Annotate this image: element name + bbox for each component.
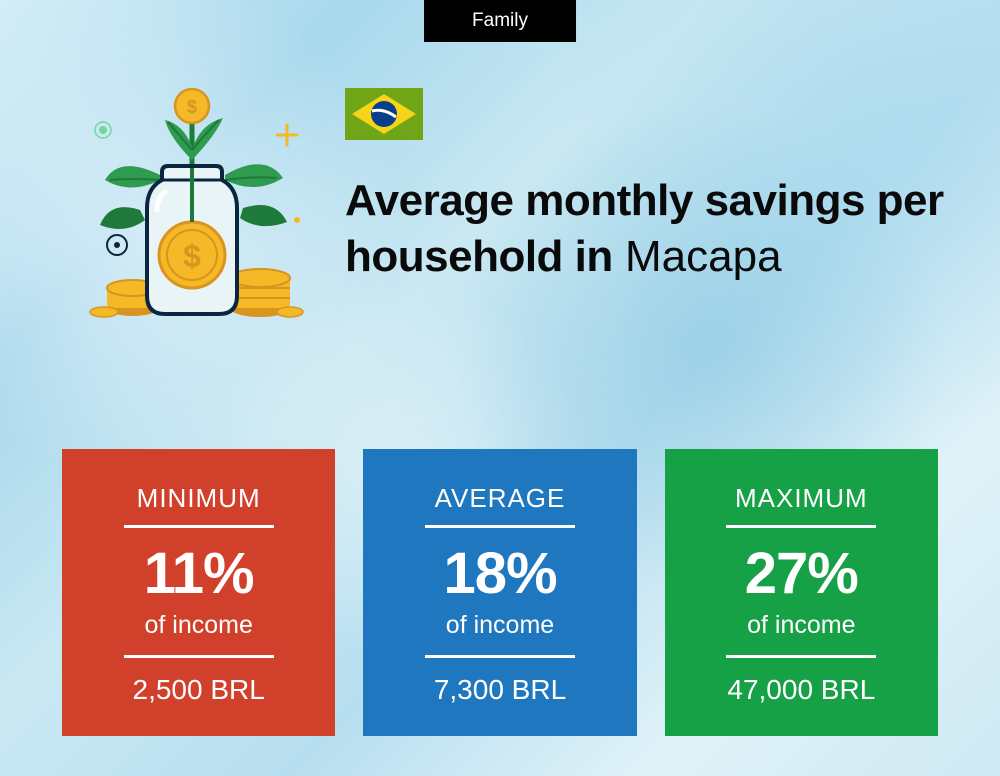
coin-stack-right bbox=[230, 269, 303, 317]
card-average: AVERAGE 18% of income 7,300 BRL bbox=[363, 449, 636, 736]
header: $ bbox=[65, 80, 950, 330]
card-amount: 2,500 BRL bbox=[86, 674, 311, 706]
title-city: Macapa bbox=[625, 232, 782, 281]
category-tag: Family bbox=[424, 0, 576, 42]
card-amount: 7,300 BRL bbox=[387, 674, 612, 706]
card-subtext: of income bbox=[86, 611, 311, 658]
svg-text:$: $ bbox=[187, 97, 197, 117]
brazil-flag-icon bbox=[345, 88, 423, 140]
card-percent: 18% bbox=[387, 544, 612, 605]
card-subtext: of income bbox=[689, 611, 914, 658]
stat-cards: MINIMUM 11% of income 2,500 BRL AVERAGE … bbox=[62, 449, 938, 736]
card-percent: 27% bbox=[689, 544, 914, 605]
card-label: AVERAGE bbox=[387, 483, 612, 528]
title-block: Average monthly savings per household in… bbox=[345, 80, 950, 286]
card-label: MAXIMUM bbox=[689, 483, 914, 528]
card-amount: 47,000 BRL bbox=[689, 674, 914, 706]
svg-text:$: $ bbox=[183, 238, 201, 274]
card-subtext: of income bbox=[387, 611, 612, 658]
card-percent: 11% bbox=[86, 544, 311, 605]
page-title: Average monthly savings per household in… bbox=[345, 173, 950, 286]
card-maximum: MAXIMUM 27% of income 47,000 BRL bbox=[665, 449, 938, 736]
card-minimum: MINIMUM 11% of income 2,500 BRL bbox=[62, 449, 335, 736]
savings-illustration: $ bbox=[65, 80, 315, 330]
card-label: MINIMUM bbox=[86, 483, 311, 528]
savings-jar-icon: $ bbox=[65, 80, 315, 330]
